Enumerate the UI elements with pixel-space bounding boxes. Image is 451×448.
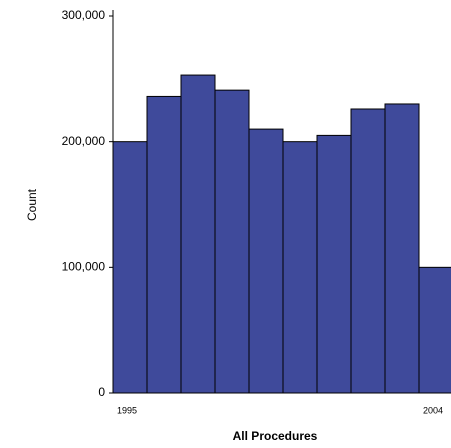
bar (112, 141, 148, 394)
bar (248, 128, 284, 394)
y-axis-title: Count (25, 188, 39, 221)
x-axis-title: All Procedures (233, 429, 318, 443)
bar (384, 103, 420, 394)
y-tick-label: 200,000 (62, 134, 106, 148)
bar (146, 95, 182, 394)
y-tick-label: 300,000 (62, 8, 106, 22)
bar (282, 141, 318, 394)
x-tick-label: 2004 (423, 405, 443, 415)
y-tick-label: 100,000 (62, 260, 106, 274)
bar (350, 108, 386, 394)
bar (418, 266, 451, 394)
bar (316, 134, 352, 394)
x-tick-label: 1995 (117, 405, 137, 415)
bar (180, 74, 216, 394)
bar (214, 89, 250, 394)
y-tick-label: 0 (98, 385, 105, 399)
